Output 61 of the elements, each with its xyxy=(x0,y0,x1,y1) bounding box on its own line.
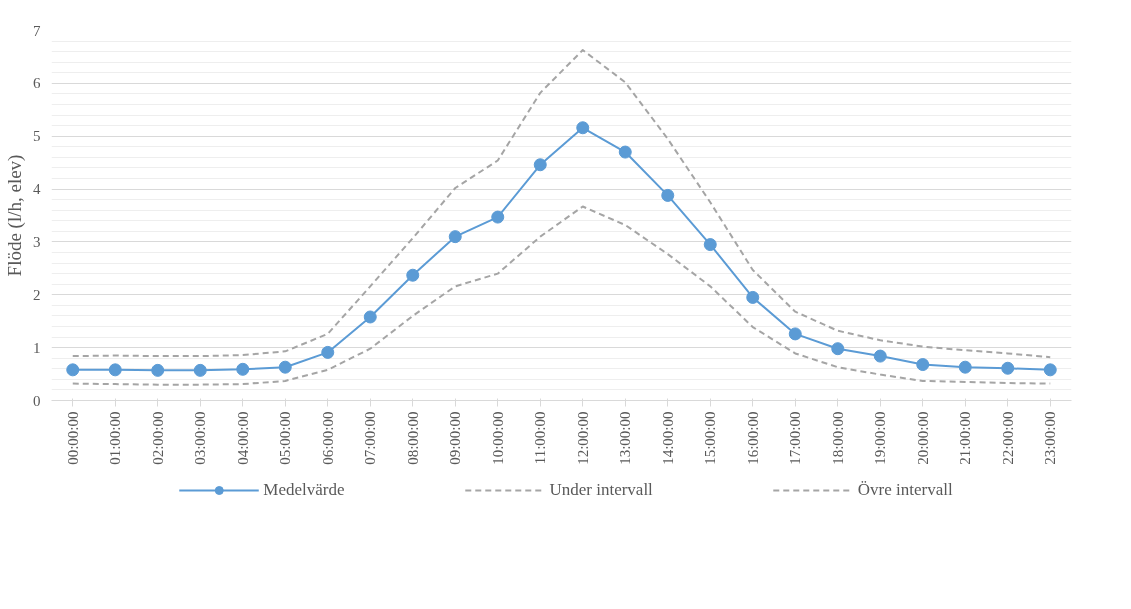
point xyxy=(788,327,802,341)
point xyxy=(236,362,250,376)
y-tick-label: 1 xyxy=(33,339,41,356)
x-tick-label: 19:00:00 xyxy=(872,411,889,465)
x-tick-label: 12:00:00 xyxy=(574,411,591,465)
x-tick-label: 11:00:00 xyxy=(532,411,549,465)
x-tick-label: 18:00:00 xyxy=(829,411,846,465)
point xyxy=(661,188,675,202)
y-tick-label: 0 xyxy=(33,392,41,409)
x-tick-label: 14:00:00 xyxy=(659,411,676,465)
point xyxy=(278,360,292,374)
line-series xyxy=(71,49,1052,359)
y-tick-label: 6 xyxy=(33,75,41,92)
x-tick-label: 20:00:00 xyxy=(914,411,931,465)
x-tick-label: 06:00:00 xyxy=(319,411,336,465)
point xyxy=(618,145,632,159)
x-tick-label: 21:00:00 xyxy=(957,411,974,465)
x-tick-label: 01:00:00 xyxy=(107,411,124,465)
point xyxy=(703,238,717,252)
x-tick-label: 04:00:00 xyxy=(234,411,251,465)
x-tick-label: 15:00:00 xyxy=(702,411,719,465)
x-tick-label: 23:00:00 xyxy=(1042,411,1059,465)
y-tick-label: 3 xyxy=(33,233,41,250)
point xyxy=(448,230,462,244)
x-tick-label: 08:00:00 xyxy=(404,411,421,465)
point xyxy=(576,121,590,135)
point xyxy=(491,210,505,224)
point xyxy=(66,363,80,377)
point xyxy=(746,290,760,304)
legend-label: Under intervall xyxy=(549,479,653,500)
point xyxy=(1001,361,1015,375)
point xyxy=(406,268,420,282)
y-tick-label: 5 xyxy=(33,128,41,145)
x-tick-label: 22:00:00 xyxy=(999,411,1016,465)
point xyxy=(363,310,377,324)
x-tick-label: 07:00:00 xyxy=(362,411,379,465)
x-tick-label: 09:00:00 xyxy=(447,411,464,465)
x-tick-label: 05:00:00 xyxy=(277,411,294,465)
point xyxy=(916,358,930,372)
x-tick-label: 10:00:00 xyxy=(489,411,506,465)
x-tick-label: 17:00:00 xyxy=(787,411,804,465)
point xyxy=(831,342,845,356)
x-tick-label: 13:00:00 xyxy=(617,411,634,465)
point xyxy=(321,345,335,359)
x-tick-label: 03:00:00 xyxy=(192,411,209,465)
legend-label: Medelvärde xyxy=(263,479,345,500)
point xyxy=(533,158,547,172)
point xyxy=(151,363,165,377)
point xyxy=(108,363,122,377)
legend-label: Övre intervall xyxy=(857,479,953,500)
y-tick-label: 4 xyxy=(33,181,41,198)
y-axis-title: Flöde (l/h, elev) xyxy=(4,154,26,277)
point xyxy=(873,349,887,363)
point xyxy=(958,360,972,374)
point xyxy=(1043,363,1057,377)
point xyxy=(193,363,207,377)
y-tick-label: 7 xyxy=(33,22,41,39)
x-tick-label: 00:00:00 xyxy=(64,411,81,465)
x-tick-label: 02:00:00 xyxy=(149,411,166,465)
x-tick-label: 16:00:00 xyxy=(744,411,761,465)
y-tick-label: 2 xyxy=(33,286,41,303)
